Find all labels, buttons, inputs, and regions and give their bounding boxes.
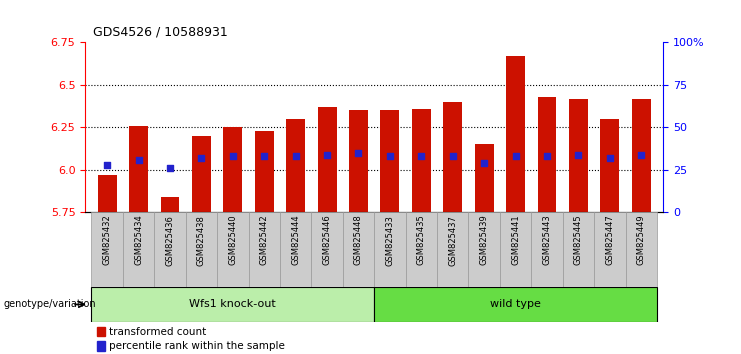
Bar bbox=[248, 212, 280, 287]
Bar bbox=[562, 212, 594, 287]
Bar bbox=[91, 287, 374, 322]
Text: GSM825435: GSM825435 bbox=[417, 215, 426, 266]
Bar bbox=[192, 136, 211, 212]
Bar bbox=[161, 197, 179, 212]
Text: GSM825433: GSM825433 bbox=[385, 215, 394, 266]
Text: GSM825434: GSM825434 bbox=[134, 215, 143, 266]
Bar bbox=[318, 107, 336, 212]
Point bbox=[227, 154, 239, 159]
Bar bbox=[405, 212, 437, 287]
Bar bbox=[91, 212, 123, 287]
Point bbox=[353, 150, 365, 156]
Bar bbox=[97, 327, 105, 336]
Text: GSM825449: GSM825449 bbox=[637, 215, 645, 265]
Point bbox=[196, 155, 207, 161]
Bar bbox=[97, 341, 105, 351]
Bar bbox=[468, 212, 500, 287]
Bar bbox=[217, 212, 248, 287]
Bar bbox=[500, 212, 531, 287]
Text: Wfs1 knock-out: Wfs1 knock-out bbox=[190, 299, 276, 309]
Bar bbox=[594, 212, 625, 287]
Text: GSM825448: GSM825448 bbox=[354, 215, 363, 266]
Bar bbox=[443, 102, 462, 212]
Text: transformed count: transformed count bbox=[110, 327, 207, 337]
Bar bbox=[280, 212, 311, 287]
Text: GSM825447: GSM825447 bbox=[605, 215, 614, 266]
Text: GDS4526 / 10588931: GDS4526 / 10588931 bbox=[93, 26, 227, 39]
Bar bbox=[129, 126, 148, 212]
Text: GSM825438: GSM825438 bbox=[197, 215, 206, 266]
Point bbox=[447, 154, 459, 159]
Bar bbox=[437, 212, 468, 287]
Bar bbox=[311, 212, 343, 287]
Text: GSM825441: GSM825441 bbox=[511, 215, 520, 265]
Text: GSM825443: GSM825443 bbox=[542, 215, 551, 266]
Bar bbox=[569, 98, 588, 212]
Text: GSM825439: GSM825439 bbox=[479, 215, 488, 266]
Point bbox=[321, 152, 333, 158]
Bar bbox=[531, 212, 562, 287]
Bar bbox=[255, 131, 273, 212]
Point bbox=[635, 152, 647, 158]
Bar bbox=[154, 212, 186, 287]
Bar bbox=[537, 97, 556, 212]
Text: GSM825436: GSM825436 bbox=[165, 215, 175, 266]
Bar bbox=[98, 175, 116, 212]
Point bbox=[164, 165, 176, 171]
Point bbox=[290, 154, 302, 159]
Bar bbox=[475, 144, 494, 212]
Bar bbox=[286, 119, 305, 212]
Point bbox=[259, 154, 270, 159]
Bar bbox=[625, 212, 657, 287]
Point bbox=[573, 152, 585, 158]
Text: percentile rank within the sample: percentile rank within the sample bbox=[110, 341, 285, 351]
Bar bbox=[123, 212, 154, 287]
Point bbox=[541, 154, 553, 159]
Point bbox=[604, 155, 616, 161]
Text: wild type: wild type bbox=[490, 299, 541, 309]
Bar bbox=[186, 212, 217, 287]
Point bbox=[133, 157, 144, 162]
Point bbox=[510, 154, 522, 159]
Point bbox=[478, 160, 490, 166]
Text: genotype/variation: genotype/variation bbox=[4, 299, 96, 309]
Bar bbox=[380, 110, 399, 212]
Bar bbox=[632, 98, 651, 212]
Bar bbox=[374, 287, 657, 322]
Point bbox=[416, 154, 428, 159]
Bar bbox=[343, 212, 374, 287]
Bar bbox=[600, 119, 619, 212]
Text: GSM825437: GSM825437 bbox=[448, 215, 457, 266]
Text: GSM825440: GSM825440 bbox=[228, 215, 237, 265]
Text: GSM825442: GSM825442 bbox=[260, 215, 269, 265]
Bar bbox=[412, 109, 431, 212]
Bar bbox=[349, 110, 368, 212]
Bar bbox=[224, 127, 242, 212]
Point bbox=[102, 162, 113, 168]
Text: GSM825445: GSM825445 bbox=[574, 215, 583, 265]
Text: GSM825432: GSM825432 bbox=[103, 215, 112, 266]
Bar bbox=[374, 212, 405, 287]
Bar bbox=[506, 56, 525, 212]
Point bbox=[384, 154, 396, 159]
Text: GSM825446: GSM825446 bbox=[322, 215, 331, 266]
Text: GSM825444: GSM825444 bbox=[291, 215, 300, 265]
